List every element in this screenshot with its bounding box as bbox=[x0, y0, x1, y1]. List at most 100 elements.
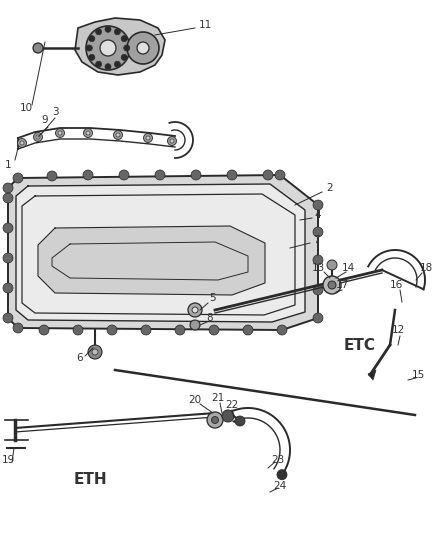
Circle shape bbox=[155, 170, 165, 180]
Circle shape bbox=[95, 29, 102, 35]
Text: 2: 2 bbox=[327, 183, 333, 193]
Circle shape bbox=[92, 349, 98, 355]
Circle shape bbox=[33, 133, 42, 141]
Circle shape bbox=[167, 136, 177, 146]
Text: 5: 5 bbox=[208, 293, 215, 303]
Text: ETC: ETC bbox=[344, 337, 376, 352]
Circle shape bbox=[33, 43, 43, 53]
Circle shape bbox=[207, 412, 223, 428]
Text: 24: 24 bbox=[273, 481, 286, 491]
Circle shape bbox=[107, 325, 117, 335]
Text: 16: 16 bbox=[389, 280, 403, 290]
Circle shape bbox=[114, 29, 120, 35]
Text: 10: 10 bbox=[19, 103, 32, 113]
Circle shape bbox=[3, 193, 13, 203]
Circle shape bbox=[175, 325, 185, 335]
Circle shape bbox=[88, 345, 102, 359]
Circle shape bbox=[277, 325, 287, 335]
Text: ETH: ETH bbox=[73, 472, 107, 488]
Text: 8: 8 bbox=[207, 313, 213, 323]
Text: 1: 1 bbox=[5, 160, 11, 170]
Circle shape bbox=[191, 170, 201, 180]
Circle shape bbox=[327, 260, 337, 270]
Circle shape bbox=[263, 170, 273, 180]
Text: 21: 21 bbox=[212, 393, 225, 403]
Polygon shape bbox=[16, 184, 305, 322]
Circle shape bbox=[3, 313, 13, 323]
Polygon shape bbox=[8, 175, 318, 330]
Circle shape bbox=[20, 141, 24, 145]
Circle shape bbox=[227, 170, 237, 180]
Circle shape bbox=[13, 323, 23, 333]
Circle shape bbox=[47, 171, 57, 181]
Circle shape bbox=[39, 325, 49, 335]
Circle shape bbox=[73, 325, 83, 335]
Circle shape bbox=[56, 128, 64, 138]
Circle shape bbox=[95, 61, 102, 67]
Circle shape bbox=[212, 416, 219, 424]
Circle shape bbox=[86, 26, 130, 70]
Circle shape bbox=[328, 281, 336, 289]
Text: 20: 20 bbox=[188, 395, 201, 405]
Text: 22: 22 bbox=[226, 400, 239, 410]
Text: 13: 13 bbox=[311, 263, 325, 273]
Polygon shape bbox=[38, 226, 265, 295]
Text: 14: 14 bbox=[341, 263, 355, 273]
Circle shape bbox=[170, 139, 174, 143]
Circle shape bbox=[313, 255, 323, 265]
Text: 15: 15 bbox=[411, 370, 424, 380]
Circle shape bbox=[89, 54, 95, 60]
Circle shape bbox=[235, 416, 245, 426]
Circle shape bbox=[144, 133, 152, 142]
Circle shape bbox=[313, 200, 323, 210]
Circle shape bbox=[243, 325, 253, 335]
Circle shape bbox=[323, 276, 341, 294]
Circle shape bbox=[313, 227, 323, 237]
Circle shape bbox=[89, 36, 95, 42]
Text: 4: 4 bbox=[314, 210, 321, 220]
Circle shape bbox=[13, 173, 23, 183]
Text: 23: 23 bbox=[272, 455, 285, 465]
Circle shape bbox=[124, 45, 130, 51]
Circle shape bbox=[275, 170, 285, 180]
Circle shape bbox=[3, 253, 13, 263]
Circle shape bbox=[121, 54, 127, 60]
Circle shape bbox=[84, 128, 92, 138]
Circle shape bbox=[3, 283, 13, 293]
Circle shape bbox=[222, 410, 234, 422]
Circle shape bbox=[36, 135, 40, 139]
Circle shape bbox=[127, 32, 159, 64]
Text: 6: 6 bbox=[77, 353, 83, 363]
Circle shape bbox=[137, 42, 149, 54]
Circle shape bbox=[113, 131, 123, 140]
Circle shape bbox=[146, 136, 150, 140]
Text: 7: 7 bbox=[313, 235, 319, 245]
Circle shape bbox=[119, 170, 129, 180]
Circle shape bbox=[83, 170, 93, 180]
Circle shape bbox=[313, 285, 323, 295]
Circle shape bbox=[209, 325, 219, 335]
Circle shape bbox=[190, 320, 200, 330]
Text: 3: 3 bbox=[52, 107, 58, 117]
Circle shape bbox=[141, 325, 151, 335]
Circle shape bbox=[192, 307, 198, 313]
Circle shape bbox=[105, 64, 111, 70]
Text: 11: 11 bbox=[198, 20, 212, 30]
Circle shape bbox=[86, 131, 90, 135]
Circle shape bbox=[121, 36, 127, 42]
Circle shape bbox=[114, 61, 120, 67]
Circle shape bbox=[86, 45, 92, 51]
Text: 12: 12 bbox=[392, 325, 405, 335]
Polygon shape bbox=[75, 18, 165, 75]
Text: 19: 19 bbox=[1, 455, 14, 465]
Polygon shape bbox=[368, 370, 376, 380]
Circle shape bbox=[100, 40, 116, 56]
Circle shape bbox=[188, 303, 202, 317]
Circle shape bbox=[3, 183, 13, 193]
Text: 17: 17 bbox=[336, 280, 349, 290]
Circle shape bbox=[3, 223, 13, 233]
Text: 18: 18 bbox=[419, 263, 433, 273]
Circle shape bbox=[105, 26, 111, 33]
Circle shape bbox=[58, 131, 62, 135]
Circle shape bbox=[277, 470, 287, 480]
